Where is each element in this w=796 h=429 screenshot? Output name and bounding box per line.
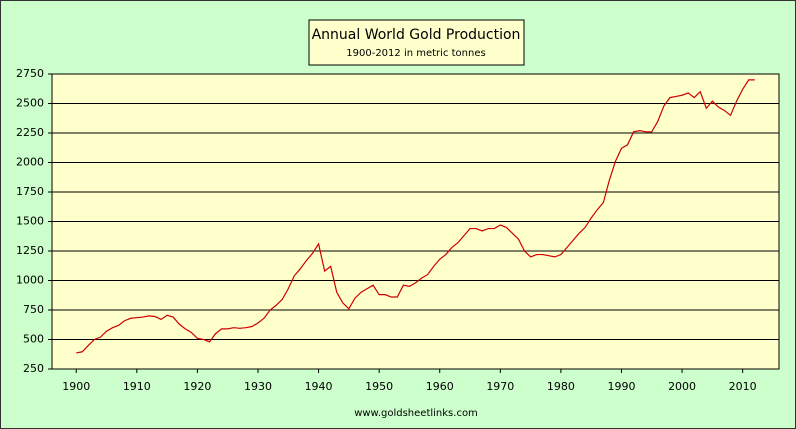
chart-title: Annual World Gold Production — [312, 27, 521, 43]
x-tick-label: 1990 — [607, 380, 635, 393]
x-tick-label: 1980 — [547, 380, 575, 393]
y-tick-label: 250 — [23, 362, 44, 375]
x-tick-label: 2000 — [668, 380, 696, 393]
x-tick-label: 1930 — [244, 380, 272, 393]
y-tick-label: 2250 — [16, 126, 44, 139]
data-line — [76, 79, 755, 354]
x-tick-label: 1900 — [62, 380, 90, 393]
y-tick-label: 1000 — [16, 274, 44, 287]
x-tick-label: 1910 — [123, 380, 151, 393]
chart-subtitle: 1900-2012 in metric tonnes — [346, 48, 485, 59]
x-tick-label: 1920 — [183, 380, 211, 393]
x-tick-label: 1970 — [486, 380, 514, 393]
y-tick-label: 2750 — [16, 67, 44, 80]
x-tick-label: 2010 — [729, 380, 757, 393]
y-tick-label: 750 — [23, 303, 44, 316]
y-tick-label: 2000 — [16, 156, 44, 169]
x-tick-label: 1940 — [305, 380, 333, 393]
x-tick-label: 1950 — [365, 380, 393, 393]
annotation: www.goldsheetlinks.com — [354, 408, 478, 419]
title-box — [308, 19, 525, 66]
y-tick-label: 2500 — [16, 97, 44, 110]
x-tick-label: 1960 — [426, 380, 454, 393]
y-tick-label: 1750 — [16, 185, 44, 198]
y-tick-label: 1500 — [16, 215, 44, 228]
y-tick-label: 500 — [23, 333, 44, 346]
y-tick-label: 1250 — [16, 244, 44, 257]
